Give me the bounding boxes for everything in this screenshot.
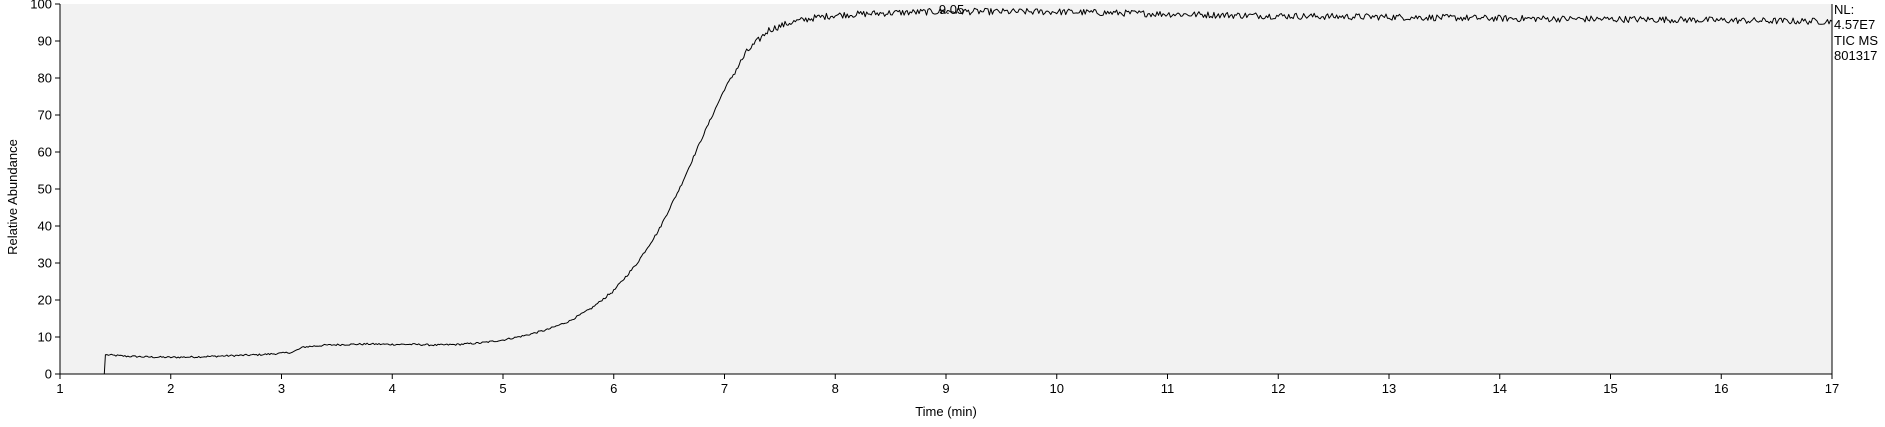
y-ticks: 0 10 20 30 40 50 60 70 80 90 100 xyxy=(30,0,60,382)
x-tick-label: 7 xyxy=(721,381,728,396)
x-tick-label: 6 xyxy=(610,381,617,396)
x-tick-label: 11 xyxy=(1161,381,1175,396)
series-layer xyxy=(60,7,1833,375)
x-tick-label: 2 xyxy=(167,381,174,396)
x-tick-label: 8 xyxy=(832,381,839,396)
y-tick-label: 100 xyxy=(30,0,52,12)
x-tick-label: 17 xyxy=(1825,381,1839,396)
y-tick-label: 20 xyxy=(38,293,52,308)
y-tick-label: 50 xyxy=(38,182,52,197)
x-tick-label: 9 xyxy=(942,381,949,396)
y-tick-label: 10 xyxy=(38,330,52,345)
x-tick-label: 16 xyxy=(1714,381,1728,396)
y-tick-label: 0 xyxy=(45,367,52,382)
x-axis-title: Time (min) xyxy=(915,404,977,419)
x-tick-label: 14 xyxy=(1493,381,1507,396)
series-line xyxy=(60,7,1833,375)
info-line-2: 4.57E7 xyxy=(1834,17,1875,32)
x-ticks: 1 2 3 4 5 6 7 8 9 10 11 12 13 14 15 16 17 xyxy=(56,374,1839,396)
x-tick-label: 1 xyxy=(56,381,63,396)
y-tick-label: 60 xyxy=(38,145,52,160)
plot-area xyxy=(60,4,1832,374)
info-block: NL: 4.57E7 TIC MS 801317 xyxy=(1834,2,1878,63)
info-line-4: 801317 xyxy=(1834,48,1877,63)
x-tick-label: 10 xyxy=(1050,381,1064,396)
x-tick-label: 5 xyxy=(499,381,506,396)
y-tick-label: 30 xyxy=(38,256,52,271)
y-tick-label: 80 xyxy=(38,71,52,86)
x-tick-label: 4 xyxy=(389,381,396,396)
y-tick-label: 70 xyxy=(38,108,52,123)
peak-label: 9.05 xyxy=(939,2,964,17)
x-tick-label: 3 xyxy=(278,381,285,396)
x-tick-label: 12 xyxy=(1271,381,1285,396)
x-tick-label: 13 xyxy=(1382,381,1396,396)
info-line-1: NL: xyxy=(1834,2,1854,17)
x-tick-label: 15 xyxy=(1603,381,1617,396)
y-axis-title: Relative Abundance xyxy=(5,139,20,255)
info-line-3: TIC MS xyxy=(1834,33,1878,48)
y-tick-label: 90 xyxy=(38,34,52,49)
y-tick-label: 40 xyxy=(38,219,52,234)
